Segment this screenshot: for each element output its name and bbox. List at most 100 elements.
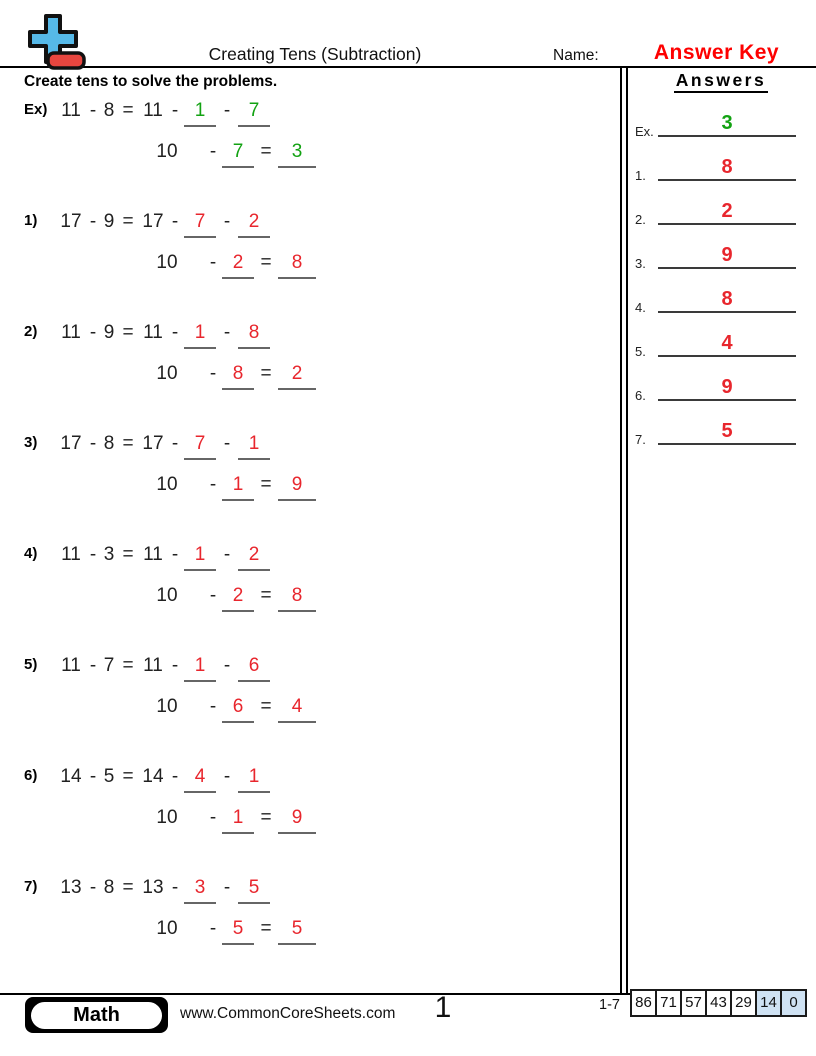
problem-equation-line1: 3) 17 - 8 = 17 - 7 - 1	[0, 433, 618, 460]
score-cell: 57	[680, 989, 707, 1017]
score-cell: 71	[655, 989, 682, 1017]
subject-badge: Math	[25, 997, 168, 1033]
equals-sign: =	[260, 696, 272, 717]
split-first-blank: 3	[184, 877, 216, 904]
equals-sign: =	[260, 918, 272, 939]
final-answer-blank: 9	[278, 807, 316, 834]
subtrahend: 8	[103, 433, 115, 454]
answer-row-label: 7.	[635, 432, 646, 447]
equals-sign: =	[260, 252, 272, 273]
split-second-blank: 2	[238, 544, 270, 571]
minus-sign: -	[171, 544, 179, 565]
minus-sign: -	[89, 766, 97, 787]
subject-badge-label: Math	[31, 1001, 162, 1029]
equals-sign: =	[260, 807, 272, 828]
problem-equation-line2: 10 - 6 = 4	[0, 696, 618, 723]
problem-equation-line2: 10 - 1 = 9	[0, 807, 618, 834]
score-cell: 14	[755, 989, 782, 1017]
minus-sign: -	[223, 211, 231, 232]
ten-value: 10	[156, 141, 178, 162]
problem-equation-line2: 10 - 7 = 3	[0, 141, 618, 168]
split-second-blank: 6	[238, 655, 270, 682]
answers-panel-title: Answers	[630, 70, 812, 93]
score-table: 86 71 57 43 29 14 0	[630, 989, 807, 1017]
minus-sign: -	[209, 474, 217, 495]
name-label: Name:	[553, 47, 599, 64]
answer-value: 9	[658, 376, 796, 401]
problem-row: 2) 11 - 9 = 11 - 1 - 8 10 - 8 = 2	[0, 314, 618, 425]
minus-sign: -	[89, 655, 97, 676]
split-second-blank-repeat: 7	[222, 141, 254, 168]
minuend: 17	[60, 433, 82, 454]
answer-value: 8	[658, 156, 796, 181]
minuend-repeat: 13	[142, 877, 164, 898]
answer-row-label: 5.	[635, 344, 646, 359]
problem-number-label: 5)	[24, 656, 38, 673]
problem-equation-line1: 5) 11 - 7 = 11 - 1 - 6	[0, 655, 618, 682]
equals-sign: =	[122, 433, 134, 454]
answer-row: 5. 4	[630, 320, 812, 364]
problem-row: 6) 14 - 5 = 14 - 4 - 1 10 - 1 = 9	[0, 758, 618, 869]
score-cell: 43	[705, 989, 732, 1017]
split-second-blank: 8	[238, 322, 270, 349]
equals-sign: =	[122, 544, 134, 565]
split-first-blank: 1	[184, 544, 216, 571]
problem-row: 1) 17 - 9 = 17 - 7 - 2 10 - 2 = 8	[0, 203, 618, 314]
problem-number-label: 6)	[24, 767, 38, 784]
problem-number-label: 2)	[24, 323, 38, 340]
minuend-repeat: 17	[142, 211, 164, 232]
problem-equation-line1: 2) 11 - 9 = 11 - 1 - 8	[0, 322, 618, 349]
minus-sign: -	[223, 766, 231, 787]
final-answer-blank: 5	[278, 918, 316, 945]
ten-value: 10	[156, 807, 178, 828]
subtrahend: 9	[103, 322, 115, 343]
problem-row: Ex) 11 - 8 = 11 - 1 - 7 10 - 7 = 3	[0, 92, 618, 203]
minus-sign: -	[89, 100, 97, 121]
minus-sign: -	[209, 141, 217, 162]
minus-sign: -	[89, 322, 97, 343]
minus-sign: -	[89, 544, 97, 565]
minuend: 17	[60, 211, 82, 232]
split-second-blank-repeat: 2	[222, 585, 254, 612]
ten-value: 10	[156, 585, 178, 606]
minus-sign: -	[209, 252, 217, 273]
split-second-blank: 1	[238, 433, 270, 460]
problem-number-label: 4)	[24, 545, 38, 562]
subtrahend: 8	[103, 877, 115, 898]
minus-sign: -	[89, 433, 97, 454]
minus-sign: -	[223, 877, 231, 898]
score-cell: 86	[630, 989, 657, 1017]
answer-row: 3. 9	[630, 232, 812, 276]
footer-rule	[0, 993, 632, 995]
minus-sign: -	[223, 433, 231, 454]
problem-equation-line1: 6) 14 - 5 = 14 - 4 - 1	[0, 766, 618, 793]
split-second-blank: 2	[238, 211, 270, 238]
split-second-blank-repeat: 1	[222, 807, 254, 834]
answer-value: 5	[658, 420, 796, 445]
subtrahend: 3	[103, 544, 115, 565]
problem-row: 5) 11 - 7 = 11 - 1 - 6 10 - 6 = 4	[0, 647, 618, 758]
subtrahend: 8	[103, 100, 115, 121]
subtrahend: 7	[103, 655, 115, 676]
problem-equation-line1: 4) 11 - 3 = 11 - 1 - 2	[0, 544, 618, 571]
split-first-blank: 1	[184, 100, 216, 127]
problem-equation-line2: 10 - 2 = 8	[0, 585, 618, 612]
problem-number-label: 3)	[24, 434, 38, 451]
score-cell: 0	[780, 989, 807, 1017]
split-first-blank: 7	[184, 433, 216, 460]
problem-row: 3) 17 - 8 = 17 - 7 - 1 10 - 1 = 9	[0, 425, 618, 536]
minus-sign: -	[209, 585, 217, 606]
header-rule	[0, 66, 816, 68]
minuend-repeat: 11	[143, 322, 163, 343]
problem-equation-line1: Ex) 11 - 8 = 11 - 1 - 7	[0, 100, 618, 127]
answer-row-label: 3.	[635, 256, 646, 271]
ten-value: 10	[156, 918, 178, 939]
split-second-blank-repeat: 6	[222, 696, 254, 723]
ten-value: 10	[156, 474, 178, 495]
instruction-text: Create tens to solve the problems.	[24, 73, 278, 90]
split-first-blank: 7	[184, 211, 216, 238]
minus-sign: -	[171, 655, 179, 676]
split-first-blank: 1	[184, 322, 216, 349]
final-answer-blank: 3	[278, 141, 316, 168]
